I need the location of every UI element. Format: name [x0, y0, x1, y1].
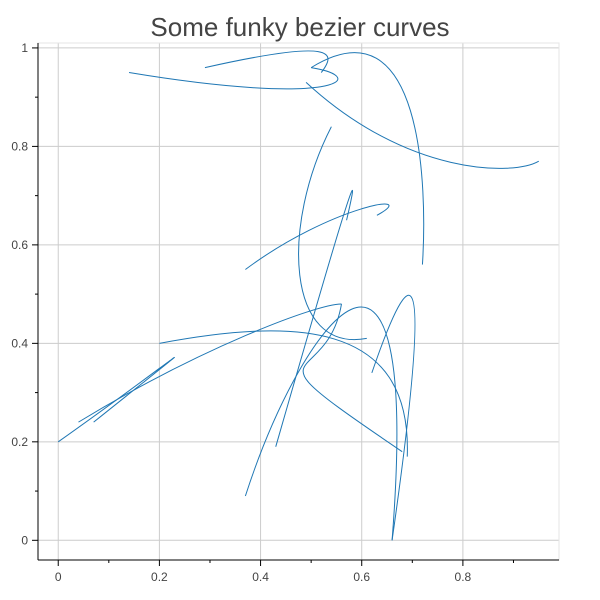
- grid-layer: [38, 43, 559, 560]
- x-tick-label: 0: [55, 570, 62, 584]
- bezier-curve-12: [371, 294, 416, 541]
- bezier-curve-3: [310, 52, 425, 265]
- y-tick-label: 0.8: [11, 139, 28, 153]
- y-tick-label: 0.4: [11, 336, 28, 350]
- bezier-curve-5: [245, 203, 390, 270]
- bezier-curve-4: [298, 126, 367, 341]
- y-tick-label: 1: [21, 41, 28, 55]
- bezier-curve-2: [305, 82, 540, 169]
- bezier-curve-8: [57, 357, 175, 443]
- x-tick-label: 0.4: [252, 570, 269, 584]
- chart-title: Some funky bezier curves: [150, 12, 449, 42]
- curve-layer: [57, 50, 540, 541]
- y-tick-label: 0.2: [11, 435, 28, 449]
- axis-layer: 0 0.2 0.4 0.6 0.8 0 0.2 0.4 0.6 0.8 1: [11, 41, 559, 584]
- bezier-curve-1: [204, 50, 329, 73]
- bezier-curve-6: [275, 189, 353, 447]
- bezier-curve-11: [159, 330, 408, 457]
- x-tick-label: 0.8: [455, 570, 472, 584]
- x-tick-label: 0.2: [151, 570, 168, 584]
- bezier-curve-9: [78, 303, 342, 423]
- bezier-curve-0: [128, 67, 339, 90]
- bezier-curve-7: [244, 306, 398, 541]
- x-tick-label: 0.6: [353, 570, 370, 584]
- y-tick-label: 0.6: [11, 238, 28, 252]
- y-tick-label: 0: [21, 533, 28, 547]
- bezier-curve-10: [302, 303, 403, 453]
- plot-frame: [37, 42, 560, 561]
